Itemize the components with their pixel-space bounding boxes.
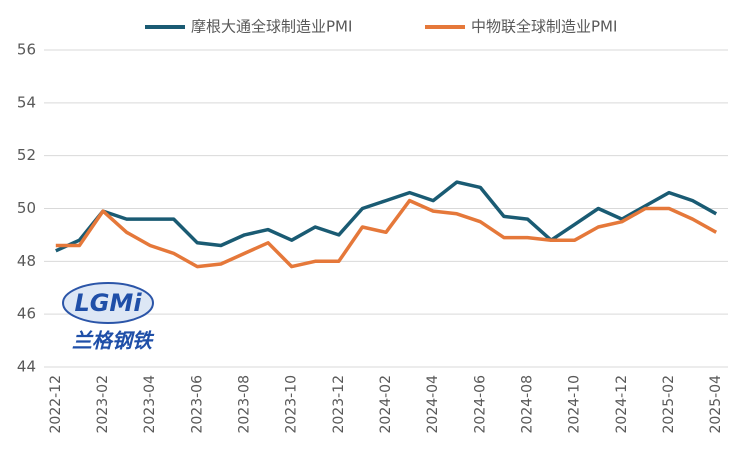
x-tick-label: 2024-12 xyxy=(614,375,630,434)
x-tick-label: 2025-04 xyxy=(708,375,724,434)
y-tick-label: 52 xyxy=(17,146,36,164)
logo: LGMi 兰格钢铁 xyxy=(62,282,155,353)
lines: 摩根大通全球制造业PMI 中物联全球制造业PMI xyxy=(55,18,718,269)
axes: 44 46 48 50 52 54 56 2022-12 2023-02 2023-04 2023-… xyxy=(17,41,728,434)
x-tick-label: 2024-04 xyxy=(425,375,441,434)
y-tick-label: 44 xyxy=(17,358,36,376)
legend-label: 中物联全球制造业PMI xyxy=(471,18,617,36)
x-tick-label: 2023-10 xyxy=(284,375,300,434)
y-tick-label: 46 xyxy=(17,305,36,323)
y-tick-label: 56 xyxy=(17,41,36,59)
x-tick-label: 2024-02 xyxy=(378,375,394,434)
x-tick-label: 2025-02 xyxy=(661,375,677,434)
x-tick-label: 2023-08 xyxy=(236,375,252,434)
logo-mark: LGMi xyxy=(74,289,142,317)
x-tick-label: 2024-08 xyxy=(520,375,536,434)
logo-ellipse xyxy=(62,282,154,324)
logo-text: 兰格钢铁 xyxy=(72,329,155,353)
y-tick-label: 54 xyxy=(17,93,36,111)
x-tick-label: 2023-04 xyxy=(142,375,158,434)
legend-label: 摩根大通全球制造业PMI xyxy=(191,18,352,36)
x-tick-label: 2023-06 xyxy=(189,375,205,434)
x-tick-label: 2023-12 xyxy=(331,375,347,434)
series-line xyxy=(55,198,718,269)
x-tick-label: 2023-02 xyxy=(95,375,111,434)
x-tick-label: 2022-12 xyxy=(48,375,64,434)
x-tick-label: 2024-06 xyxy=(472,375,488,434)
series-line xyxy=(55,180,718,253)
y-tick-label: 50 xyxy=(17,199,36,217)
x-tick-label: 2024-10 xyxy=(567,375,583,434)
y-tick-label: 48 xyxy=(17,252,36,270)
